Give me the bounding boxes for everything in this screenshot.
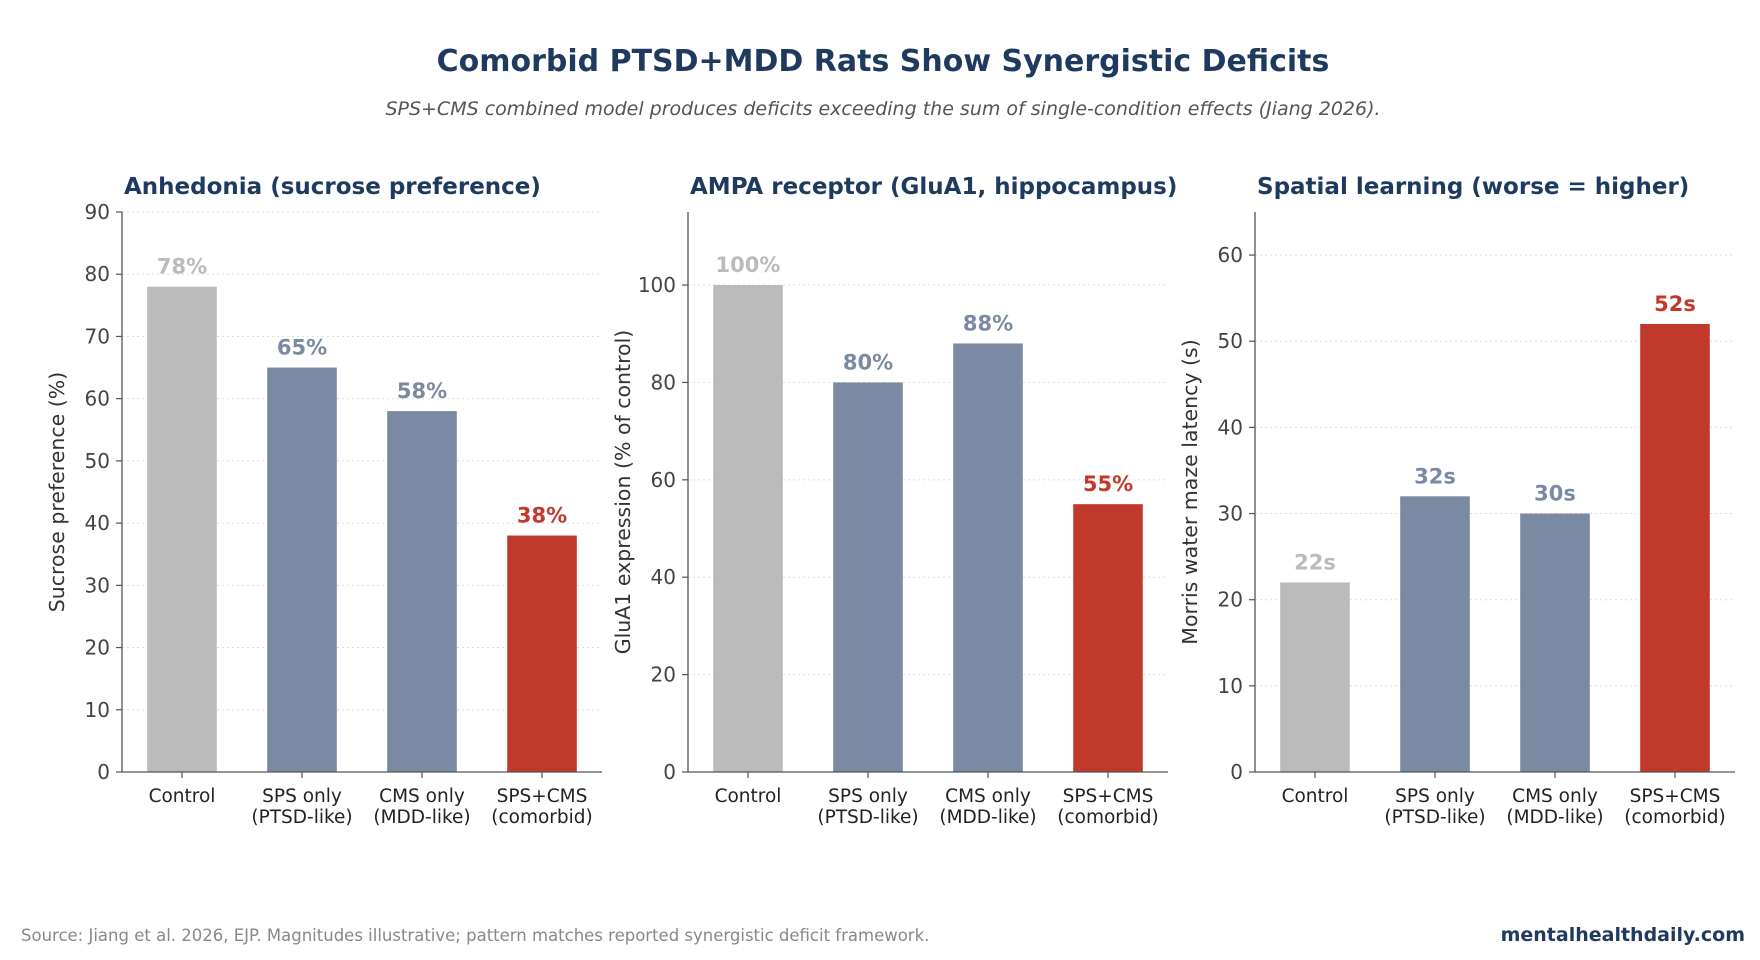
x-tick-label: (MDD-like): [373, 807, 470, 828]
x-tick-label: (PTSD-like): [817, 807, 918, 828]
x-tick-label: SPS+CMS: [497, 786, 588, 807]
y-tick-label: 100: [638, 273, 676, 297]
bar-1: [1400, 496, 1470, 772]
x-tick-label: CMS only: [379, 786, 465, 807]
y-tick-label: 90: [85, 200, 110, 224]
y-tick-label: 60: [651, 468, 676, 492]
bar-value-label: 55%: [1083, 472, 1133, 496]
x-tick-label: Control: [149, 786, 216, 807]
bar-2: [387, 411, 457, 772]
y-tick-label: 80: [85, 262, 110, 286]
bar-value-label: 22s: [1294, 550, 1336, 574]
footer-brand: mentalhealthdaily.com: [1500, 924, 1745, 946]
bar-value-label: 65%: [277, 336, 327, 360]
x-tick-label: (comorbid): [491, 807, 593, 828]
panel-title: AMPA receptor (GluA1, hippocampus): [690, 174, 1177, 200]
x-tick-label: (MDD-like): [939, 807, 1036, 828]
y-tick-label: 30: [85, 573, 110, 597]
y-tick-label: 0: [1230, 760, 1243, 784]
y-tick-label: 0: [97, 760, 110, 784]
bar-value-label: 38%: [517, 504, 567, 528]
y-axis-label: GluA1 expression (% of control): [611, 330, 635, 655]
y-tick-label: 20: [85, 636, 110, 660]
bar-2: [1520, 513, 1590, 772]
y-tick-label: 30: [1218, 502, 1243, 526]
x-tick-label: SPS only: [262, 786, 342, 807]
bar-3: [1073, 504, 1143, 772]
y-tick-label: 10: [1218, 674, 1243, 698]
bar-value-label: 58%: [397, 379, 447, 403]
y-tick-label: 60: [1218, 243, 1243, 267]
panel-title: Anhedonia (sucrose preference): [124, 174, 541, 200]
bar-value-label: 30s: [1534, 482, 1576, 506]
y-tick-label: 70: [85, 324, 110, 348]
x-tick-label: (PTSD-like): [1384, 807, 1485, 828]
x-tick-label: SPS only: [1395, 786, 1475, 807]
panel-title: Spatial learning (worse = higher): [1257, 174, 1689, 200]
x-tick-label: (MDD-like): [1506, 807, 1603, 828]
bar-1: [833, 382, 903, 772]
x-tick-label: CMS only: [945, 786, 1031, 807]
y-tick-label: 50: [85, 449, 110, 473]
y-tick-label: 80: [651, 370, 676, 394]
bar-0: [1280, 582, 1350, 772]
x-tick-label: (PTSD-like): [251, 807, 352, 828]
x-tick-label: SPS only: [828, 786, 908, 807]
footer-source: Source: Jiang et al. 2026, EJP. Magnitud…: [21, 926, 930, 945]
bar-value-label: 100%: [716, 253, 781, 277]
y-tick-label: 50: [1218, 329, 1243, 353]
page-title: Comorbid PTSD+MDD Rats Show Synergistic …: [436, 44, 1330, 79]
y-tick-label: 10: [85, 698, 110, 722]
bar-value-label: 52s: [1654, 292, 1696, 316]
bar-value-label: 80%: [843, 350, 893, 374]
y-axis-label: Sucrose preference (%): [45, 372, 69, 613]
y-tick-label: 40: [651, 565, 676, 589]
y-tick-label: 20: [1218, 588, 1243, 612]
x-tick-label: CMS only: [1512, 786, 1598, 807]
page-subtitle: SPS+CMS combined model produces deficits…: [385, 98, 1381, 120]
bar-value-label: 88%: [963, 311, 1013, 335]
bar-3: [1640, 324, 1710, 772]
bar-value-label: 78%: [157, 255, 207, 279]
y-tick-label: 0: [663, 760, 676, 784]
y-tick-label: 40: [1218, 415, 1243, 439]
y-tick-label: 40: [85, 511, 110, 535]
bar-1: [267, 367, 337, 772]
x-tick-label: (comorbid): [1624, 807, 1726, 828]
y-tick-label: 20: [651, 663, 676, 687]
x-tick-label: SPS+CMS: [1630, 786, 1721, 807]
x-tick-label: Control: [1282, 786, 1349, 807]
y-axis-label: Morris water maze latency (s): [1178, 339, 1202, 644]
x-tick-label: (comorbid): [1057, 807, 1159, 828]
bar-value-label: 32s: [1414, 464, 1456, 488]
x-tick-label: Control: [715, 786, 782, 807]
bar-3: [507, 535, 577, 772]
bar-2: [953, 343, 1023, 772]
bar-0: [147, 286, 217, 772]
y-tick-label: 60: [85, 387, 110, 411]
x-tick-label: SPS+CMS: [1063, 786, 1154, 807]
bar-0: [713, 285, 783, 772]
